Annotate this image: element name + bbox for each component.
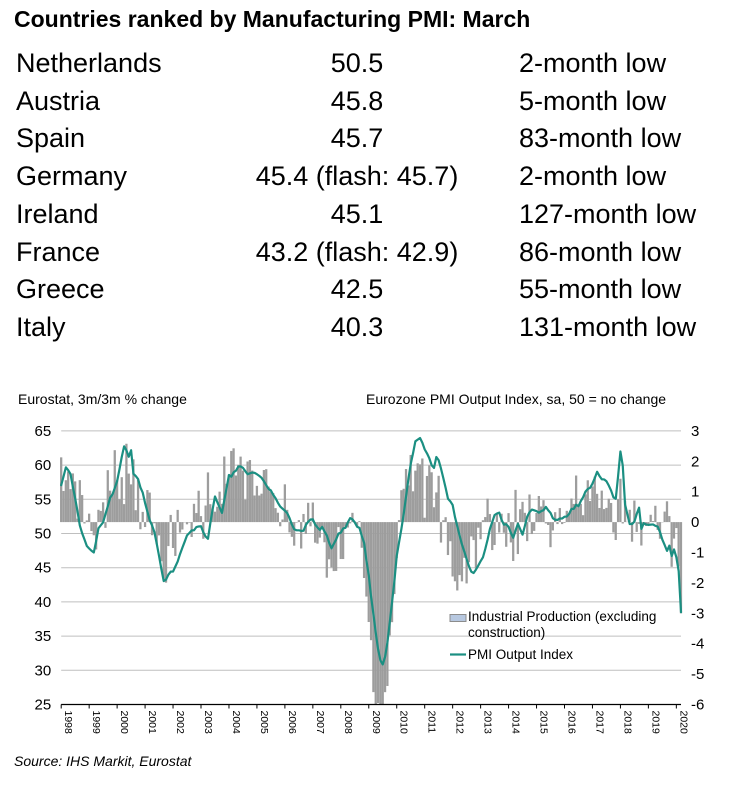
svg-text:2004: 2004	[230, 711, 242, 735]
svg-text:2001: 2001	[146, 711, 158, 735]
svg-text:2: 2	[691, 453, 699, 470]
svg-text:30: 30	[35, 662, 52, 679]
svg-text:-5: -5	[691, 666, 704, 683]
svg-text:2003: 2003	[202, 711, 214, 735]
svg-text:1999: 1999	[90, 711, 102, 735]
svg-text:2010: 2010	[398, 711, 410, 735]
svg-text:0: 0	[691, 514, 699, 531]
svg-text:1998: 1998	[62, 711, 74, 735]
svg-text:3: 3	[691, 423, 699, 440]
svg-text:2006: 2006	[286, 711, 298, 735]
svg-text:-6: -6	[691, 697, 704, 714]
svg-text:2009: 2009	[370, 711, 382, 735]
svg-text:2019: 2019	[649, 711, 661, 735]
svg-text:construction): construction)	[468, 625, 545, 640]
svg-text:35: 35	[35, 628, 52, 645]
svg-text:-2: -2	[691, 575, 704, 592]
svg-text:55: 55	[35, 491, 52, 508]
svg-text:Industrial Production (excludi: Industrial Production (excluding	[468, 609, 656, 624]
svg-text:2013: 2013	[482, 711, 494, 735]
svg-text:-4: -4	[691, 636, 704, 653]
svg-text:2014: 2014	[510, 711, 522, 735]
svg-text:-3: -3	[691, 605, 704, 622]
svg-text:2007: 2007	[314, 711, 326, 735]
svg-text:PMI Output Index: PMI Output Index	[468, 647, 573, 662]
svg-text:2002: 2002	[174, 711, 186, 735]
svg-text:2015: 2015	[538, 711, 550, 735]
svg-text:60: 60	[35, 457, 52, 474]
svg-text:-1: -1	[691, 545, 704, 562]
svg-text:40: 40	[35, 594, 52, 611]
svg-text:1: 1	[691, 484, 699, 501]
svg-text:2016: 2016	[566, 711, 578, 735]
svg-text:2005: 2005	[258, 711, 270, 735]
svg-text:65: 65	[35, 423, 52, 440]
svg-text:25: 25	[35, 697, 52, 714]
svg-text:45: 45	[35, 560, 52, 577]
svg-text:2012: 2012	[454, 711, 466, 735]
svg-text:50: 50	[35, 526, 52, 543]
svg-text:2017: 2017	[593, 711, 605, 735]
svg-text:2020: 2020	[677, 711, 689, 735]
svg-text:2011: 2011	[426, 711, 438, 734]
svg-text:2018: 2018	[621, 711, 633, 735]
svg-text:2000: 2000	[118, 711, 130, 735]
svg-text:2008: 2008	[342, 711, 354, 735]
